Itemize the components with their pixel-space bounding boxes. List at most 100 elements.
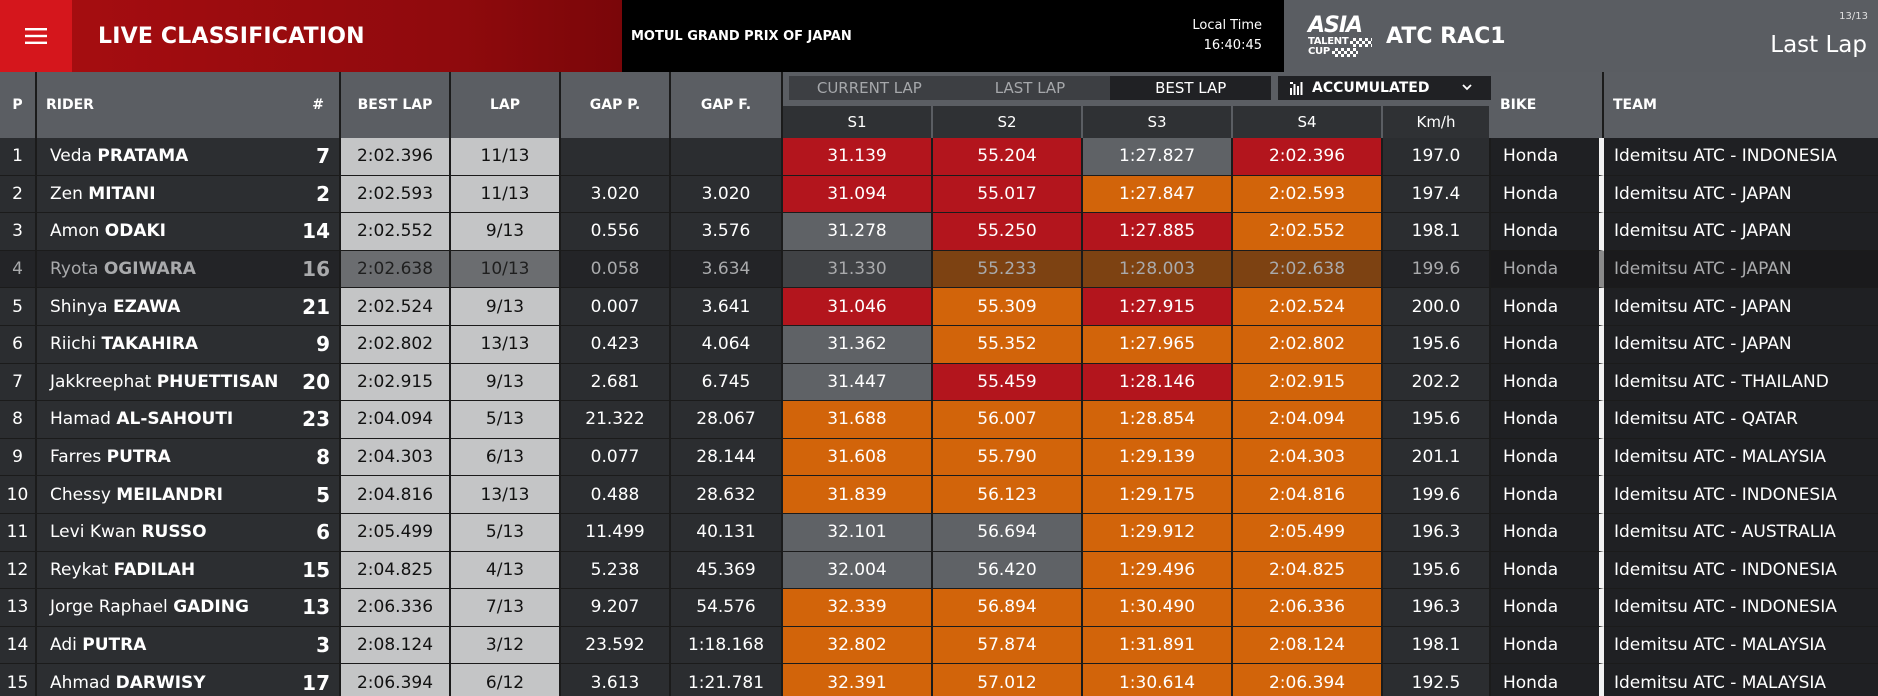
team-name: Idemitsu ATC - AUSTRALIA [1604,514,1878,552]
table-row[interactable]: 4 Ryota OGIWARA 16 2:02.638 10/13 0.058 3.634 3… [0,250,1878,289]
bike-make: Honda [1491,476,1604,514]
table-row[interactable]: 13 Jorge Raphael GADING 13 2:06.336 7/13 9.20… [0,589,1878,627]
sector-3-time: 1:27.885 [1083,213,1233,251]
table-row[interactable]: 2 Zen MITANI 2 2:02.593 11/13 3.020 3.020 31.09… [0,175,1878,214]
sector-2-time: 55.309 [933,288,1083,326]
table-row[interactable]: 5 Shinya EZAWA 21 2:02.524 9/13 0.007 3.641 31.… [0,288,1878,326]
sector-3-time: 1:28.003 [1083,250,1233,289]
rider-cell: Zen MITANI 2 [37,175,341,214]
local-time-value: 16:40:45 [1203,38,1262,53]
gap-previous: 23.592 [561,626,671,665]
sector-4-time: 2:06.336 [1233,589,1383,627]
sector-1-time: 32.391 [783,664,933,696]
rider-number: 13 [302,595,330,620]
page-count: 13/13 [1839,11,1868,22]
position: 3 [0,213,37,251]
position: 6 [0,326,37,364]
gap-previous: 9.207 [561,589,671,627]
brand-area: ASIA TALENT CUP ATC RAC1 13/13 Last Lap [1284,0,1878,72]
rider-name: Levi Kwan RUSSO [50,522,207,543]
bar-chart-icon [1290,81,1303,95]
table-row[interactable]: 6 Riichi TAKAHIRA 9 2:02.802 13/13 0.423 4.064… [0,326,1878,364]
best-lap-time: 2:02.802 [341,326,451,364]
sector-4-time: 2:08.124 [1233,626,1383,665]
lap-tabs: CURRENT LAP LAST LAP BEST LAP [789,76,1272,100]
sector-3-time: 1:28.854 [1083,401,1233,439]
bike-make: Honda [1491,551,1604,590]
table-row[interactable]: 9 Farres PUTRA 8 2:04.303 6/13 0.077 28.144 31.… [0,438,1878,477]
gap-previous: 0.077 [561,438,671,477]
position: 10 [0,476,37,514]
position: 12 [0,551,37,590]
rider-cell: Chessy MEILANDRI 5 [37,476,341,514]
sector-3-time: 1:30.490 [1083,589,1233,627]
rider-cell: Amon ODAKI 14 [37,213,341,251]
gap-previous: 0.423 [561,326,671,364]
rider-number: 7 [316,144,330,169]
best-lap-time: 2:06.394 [341,664,451,696]
event-area: MOTUL GRAND PRIX OF JAPAN Local Time 16:… [622,0,1284,72]
table-row[interactable]: 8 Hamad AL-SAHOUTI 23 2:04.094 5/13 21.322 28.… [0,401,1878,439]
sector-1-time: 32.339 [783,589,933,627]
table-row[interactable]: 1 Veda PRATAMA 7 2:02.396 11/13 31.139 55.204 1… [0,138,1878,176]
table-row[interactable]: 15 Ahmad DARWISY 17 2:06.394 6/12 3.613 1:21.7… [0,664,1878,696]
gap-first: 40.131 [671,514,783,552]
top-speed: 197.4 [1383,175,1491,214]
table-row[interactable]: 7 Jakkreephat PHUETTISAN 20 2:02.915 9/13 2.6… [0,363,1878,402]
gap-previous: 11.499 [561,514,671,552]
gap-first: 3.020 [671,175,783,214]
rider-number: 2 [316,181,330,206]
rider-cell: Farres PUTRA 8 [37,438,341,477]
lap-count: 5/13 [451,514,561,552]
best-lap-time: 2:04.816 [341,476,451,514]
sector-1-time: 31.447 [783,363,933,402]
position: 8 [0,401,37,439]
sector-2-time: 56.007 [933,401,1083,439]
sector-2-time: 56.420 [933,551,1083,590]
gap-first: 45.369 [671,551,783,590]
sector-4-time: 2:04.816 [1233,476,1383,514]
gap-previous: 0.007 [561,288,671,326]
table-row[interactable]: 12 Reykat FADILAH 15 2:04.825 4/13 5.238 45.36… [0,551,1878,590]
accumulated-dropdown[interactable]: ACCUMULATED [1278,76,1491,100]
team-name: Idemitsu ATC - JAPAN [1604,175,1878,214]
rider-number: 20 [302,369,330,394]
col-header-bike: BIKE [1491,72,1604,138]
rider-name: Farres PUTRA [50,447,171,468]
table-row[interactable]: 3 Amon ODAKI 14 2:02.552 9/13 0.556 3.576 31.27… [0,213,1878,251]
tab-best-lap[interactable]: BEST LAP [1110,76,1272,100]
gap-previous: 0.058 [561,250,671,289]
table-header: P RIDER # BEST LAP LAP GAP P. GAP F. CURR… [0,72,1878,138]
tab-current-lap[interactable]: CURRENT LAP [816,79,922,97]
rider-number: 21 [302,294,330,319]
sector-2-time: 56.694 [933,514,1083,552]
chevron-down-icon [1462,84,1472,91]
rider-number: 16 [302,257,330,282]
sector-2-time: 56.894 [933,589,1083,627]
rider-name: Jakkreephat PHUETTISAN [50,371,279,392]
rider-number: 8 [316,445,330,470]
bike-make: Honda [1491,213,1604,251]
sector-3-time: 1:30.614 [1083,664,1233,696]
hamburger-menu-button[interactable] [0,0,72,72]
lap-count: 13/13 [451,476,561,514]
sector-1-time: 31.688 [783,401,933,439]
sector-2-time: 57.874 [933,626,1083,665]
table-row[interactable]: 10 Chessy MEILANDRI 5 2:04.816 13/13 0.488 28.… [0,476,1878,514]
rider-name: Ryota OGIWARA [50,259,196,280]
tab-last-lap[interactable]: LAST LAP [994,79,1066,97]
col-header-s1: S1 [783,106,933,138]
table-row[interactable]: 14 Adi PUTRA 3 2:08.124 3/12 23.592 1:18.168 32… [0,626,1878,665]
sector-3-time: 1:27.915 [1083,288,1233,326]
sector-4-time: 2:02.593 [1233,175,1383,214]
rider-cell: Jakkreephat PHUETTISAN 20 [37,363,341,402]
top-speed: 195.6 [1383,551,1491,590]
table-row[interactable]: 11 Levi Kwan RUSSO 6 2:05.499 5/13 11.499 40.1… [0,514,1878,552]
rider-cell: Hamad AL-SAHOUTI 23 [37,401,341,439]
lap-count: 13/13 [451,326,561,364]
top-speed: 198.1 [1383,626,1491,665]
hamburger-menu-icon [25,28,47,44]
rider-name: Adi PUTRA [50,635,147,656]
sector-3-time: 1:27.965 [1083,326,1233,364]
